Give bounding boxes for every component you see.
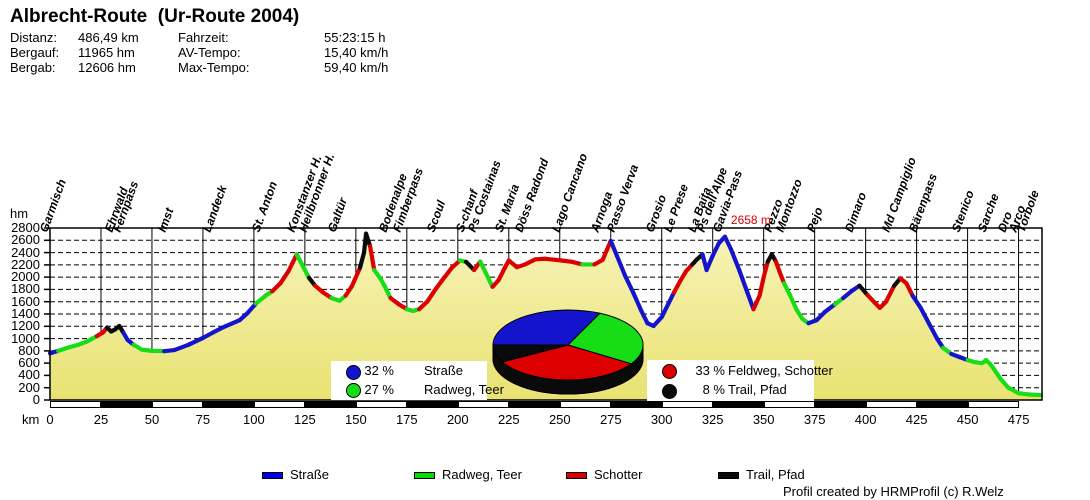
svg-text:2658 m: 2658 m (731, 213, 771, 227)
